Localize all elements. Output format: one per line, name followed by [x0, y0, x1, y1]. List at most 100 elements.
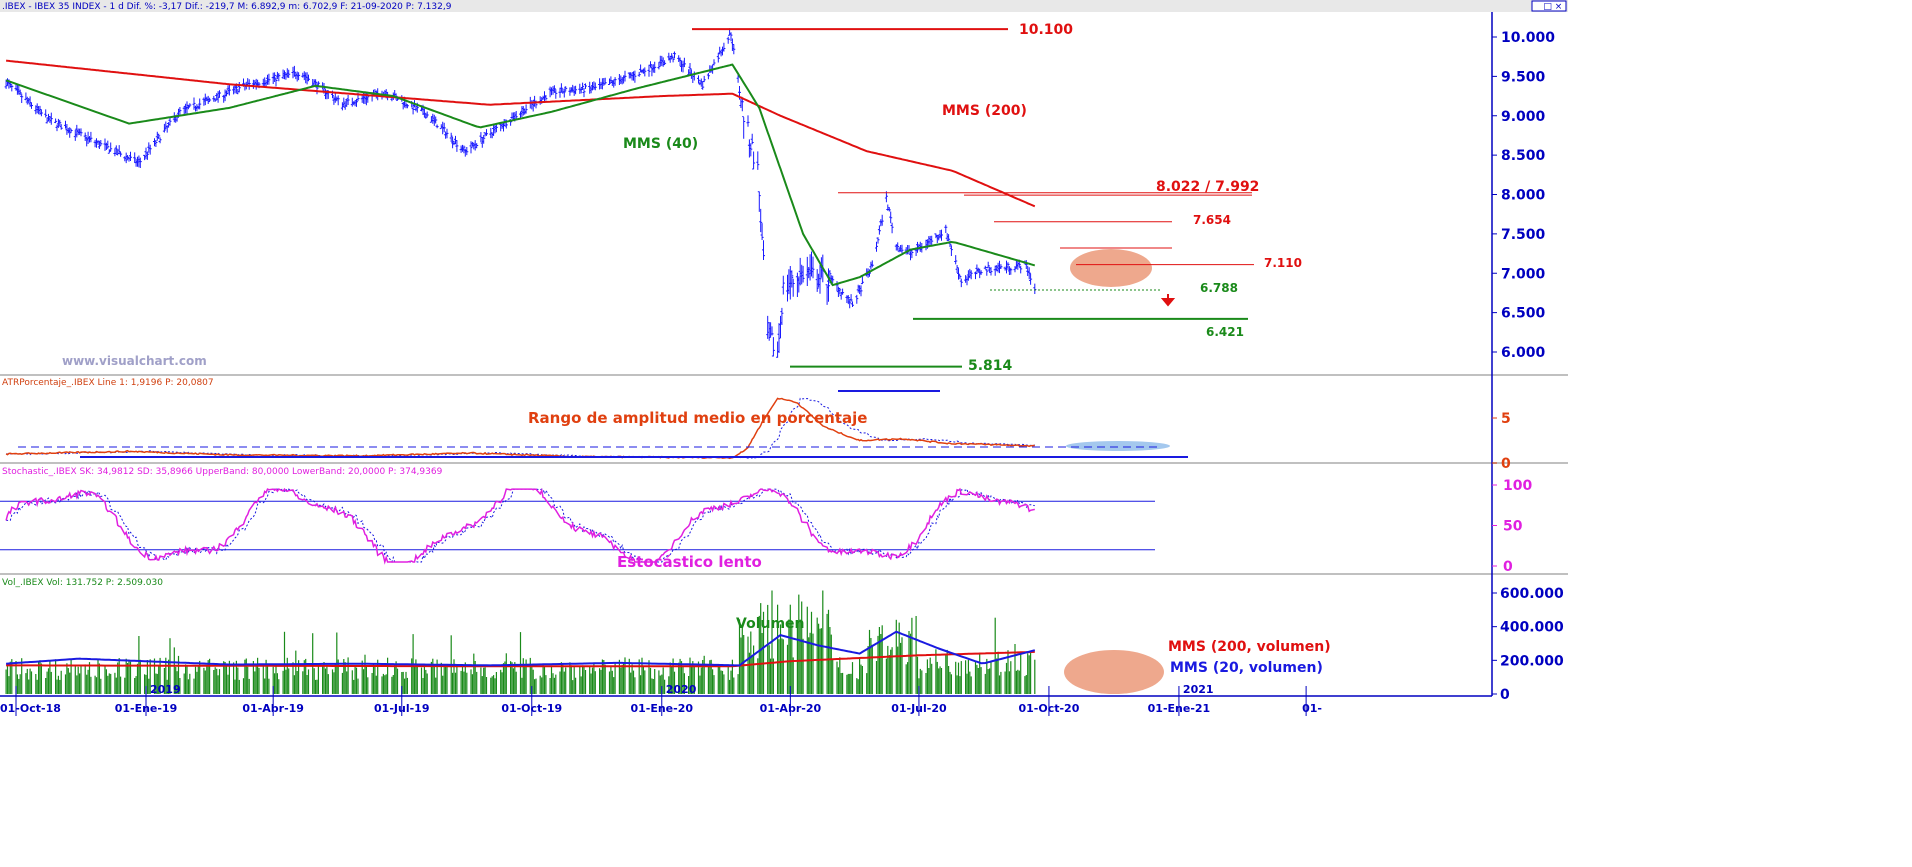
volume-bar: [931, 663, 933, 694]
y-axes: 10.000 9.500 9.000 8.500 8.000 7.500 7.000 6.50…: [1492, 30, 1564, 703]
volume-bar: [738, 619, 741, 694]
volume-bar: [522, 658, 524, 694]
volume-bar: [144, 674, 146, 694]
volume-bar: [346, 671, 348, 694]
volume-bar: [197, 666, 199, 694]
volume-bar: [57, 675, 59, 694]
volume-bar: [777, 604, 779, 694]
price-bar: [247, 79, 251, 90]
volume-bar: [168, 659, 170, 694]
volume-bar: [816, 617, 818, 694]
volume-bar: [678, 662, 680, 694]
volume-bar: [97, 659, 99, 694]
volume-bar: [326, 665, 328, 694]
volume-bar: [640, 675, 642, 694]
volume-bar: [935, 649, 937, 694]
volume-bar: [720, 670, 722, 694]
volume-bar: [375, 675, 377, 694]
volume-bar: [394, 664, 396, 694]
price-bar: [336, 95, 340, 106]
volume-bar: [549, 678, 551, 694]
volume-bar: [875, 661, 878, 694]
volume-bar: [832, 659, 834, 694]
price-bar: [475, 143, 479, 149]
volume-bar: [283, 631, 286, 694]
price-bar: [608, 78, 611, 85]
y-tick-label: 6.500: [1501, 306, 1546, 322]
volume-bar: [46, 671, 48, 694]
x-axis: 01-Oct-18 01-Ene-19 01-Abr-19 01-Jul-19 01-O…: [0, 683, 1322, 716]
volume-bar: [406, 677, 408, 694]
volume-bar: [354, 666, 356, 694]
volume-bar: [194, 666, 197, 694]
volume-bar: [110, 673, 112, 694]
volume-bar: [545, 675, 547, 694]
volume-bar: [741, 626, 743, 694]
volume-bar: [100, 678, 102, 694]
volume-bar: [39, 660, 41, 694]
volume-bar: [355, 667, 358, 694]
volume-bar: [842, 672, 844, 694]
volume-bar: [870, 638, 872, 694]
volume-bar: [317, 665, 319, 694]
price-panel-header-bar: [0, 0, 1568, 12]
volume-bar: [829, 627, 831, 694]
price-bar: [801, 265, 805, 283]
volume-bar: [654, 669, 656, 694]
volume-bar: [648, 660, 650, 694]
volume-bar: [453, 659, 455, 694]
price-bar: [18, 89, 22, 96]
volume-bar: [225, 664, 228, 694]
y-tick-label: 50: [1503, 519, 1523, 535]
window-controls-text[interactable]: _ □ ×: [1535, 2, 1562, 12]
volume-bar: [1030, 652, 1032, 694]
volume-bar: [1000, 671, 1002, 694]
volume-bar: [377, 659, 379, 694]
volume-bar: [905, 664, 907, 694]
volume-bar: [445, 665, 447, 694]
volume-bar: [107, 675, 109, 694]
year-marker: 2019: [150, 683, 181, 696]
volume-bar: [553, 677, 555, 694]
x-tick-label: 01-Oct-20: [1018, 702, 1079, 715]
volume-bar: [464, 662, 466, 694]
price-bar: [983, 265, 987, 270]
price-bar: [682, 57, 686, 68]
volume-bar: [1028, 655, 1030, 694]
volume-bar: [921, 670, 923, 694]
volume-bar: [599, 668, 601, 694]
volume-bar: [590, 673, 592, 694]
volume-bar: [129, 661, 132, 694]
volume-bar: [296, 671, 298, 694]
volume-bar: [47, 668, 50, 694]
y-tick-label: 7.500: [1501, 227, 1546, 243]
volume-bar: [446, 666, 448, 694]
volume-bar: [334, 664, 336, 694]
price-bar: [445, 128, 449, 139]
volume-bar: [729, 679, 731, 694]
volume-bar: [572, 680, 574, 694]
volume-bar: [986, 658, 988, 694]
volume-bar: [120, 676, 122, 694]
annotation-atr_label: Rango de amplitud medio en porcentaje: [528, 409, 867, 427]
volume-bar: [307, 669, 310, 694]
volume-bar: [94, 675, 96, 694]
volume-bar: [562, 664, 564, 694]
volume-bar: [688, 676, 690, 694]
volume-bar: [196, 671, 198, 694]
price-bar: [1033, 283, 1037, 294]
price-bar: [954, 255, 958, 265]
price-bar: [462, 145, 466, 154]
chart-canvas: .IBEX - IBEX 35 INDEX - 1 d Dif. %: -3,1…: [0, 0, 1568, 716]
volume-bar: [524, 666, 526, 694]
down-arrow-icon: [1160, 294, 1176, 307]
volume-bar: [719, 664, 721, 694]
volume-bar: [881, 625, 883, 694]
volume-bar: [810, 611, 813, 694]
volume-bar: [384, 675, 386, 694]
price-bar: [603, 77, 607, 85]
volume-bar: [228, 660, 230, 694]
price-bar: [237, 82, 241, 93]
price-bar: [726, 36, 730, 44]
price-window-controls[interactable]: _ □ ×: [1531, 0, 1567, 12]
